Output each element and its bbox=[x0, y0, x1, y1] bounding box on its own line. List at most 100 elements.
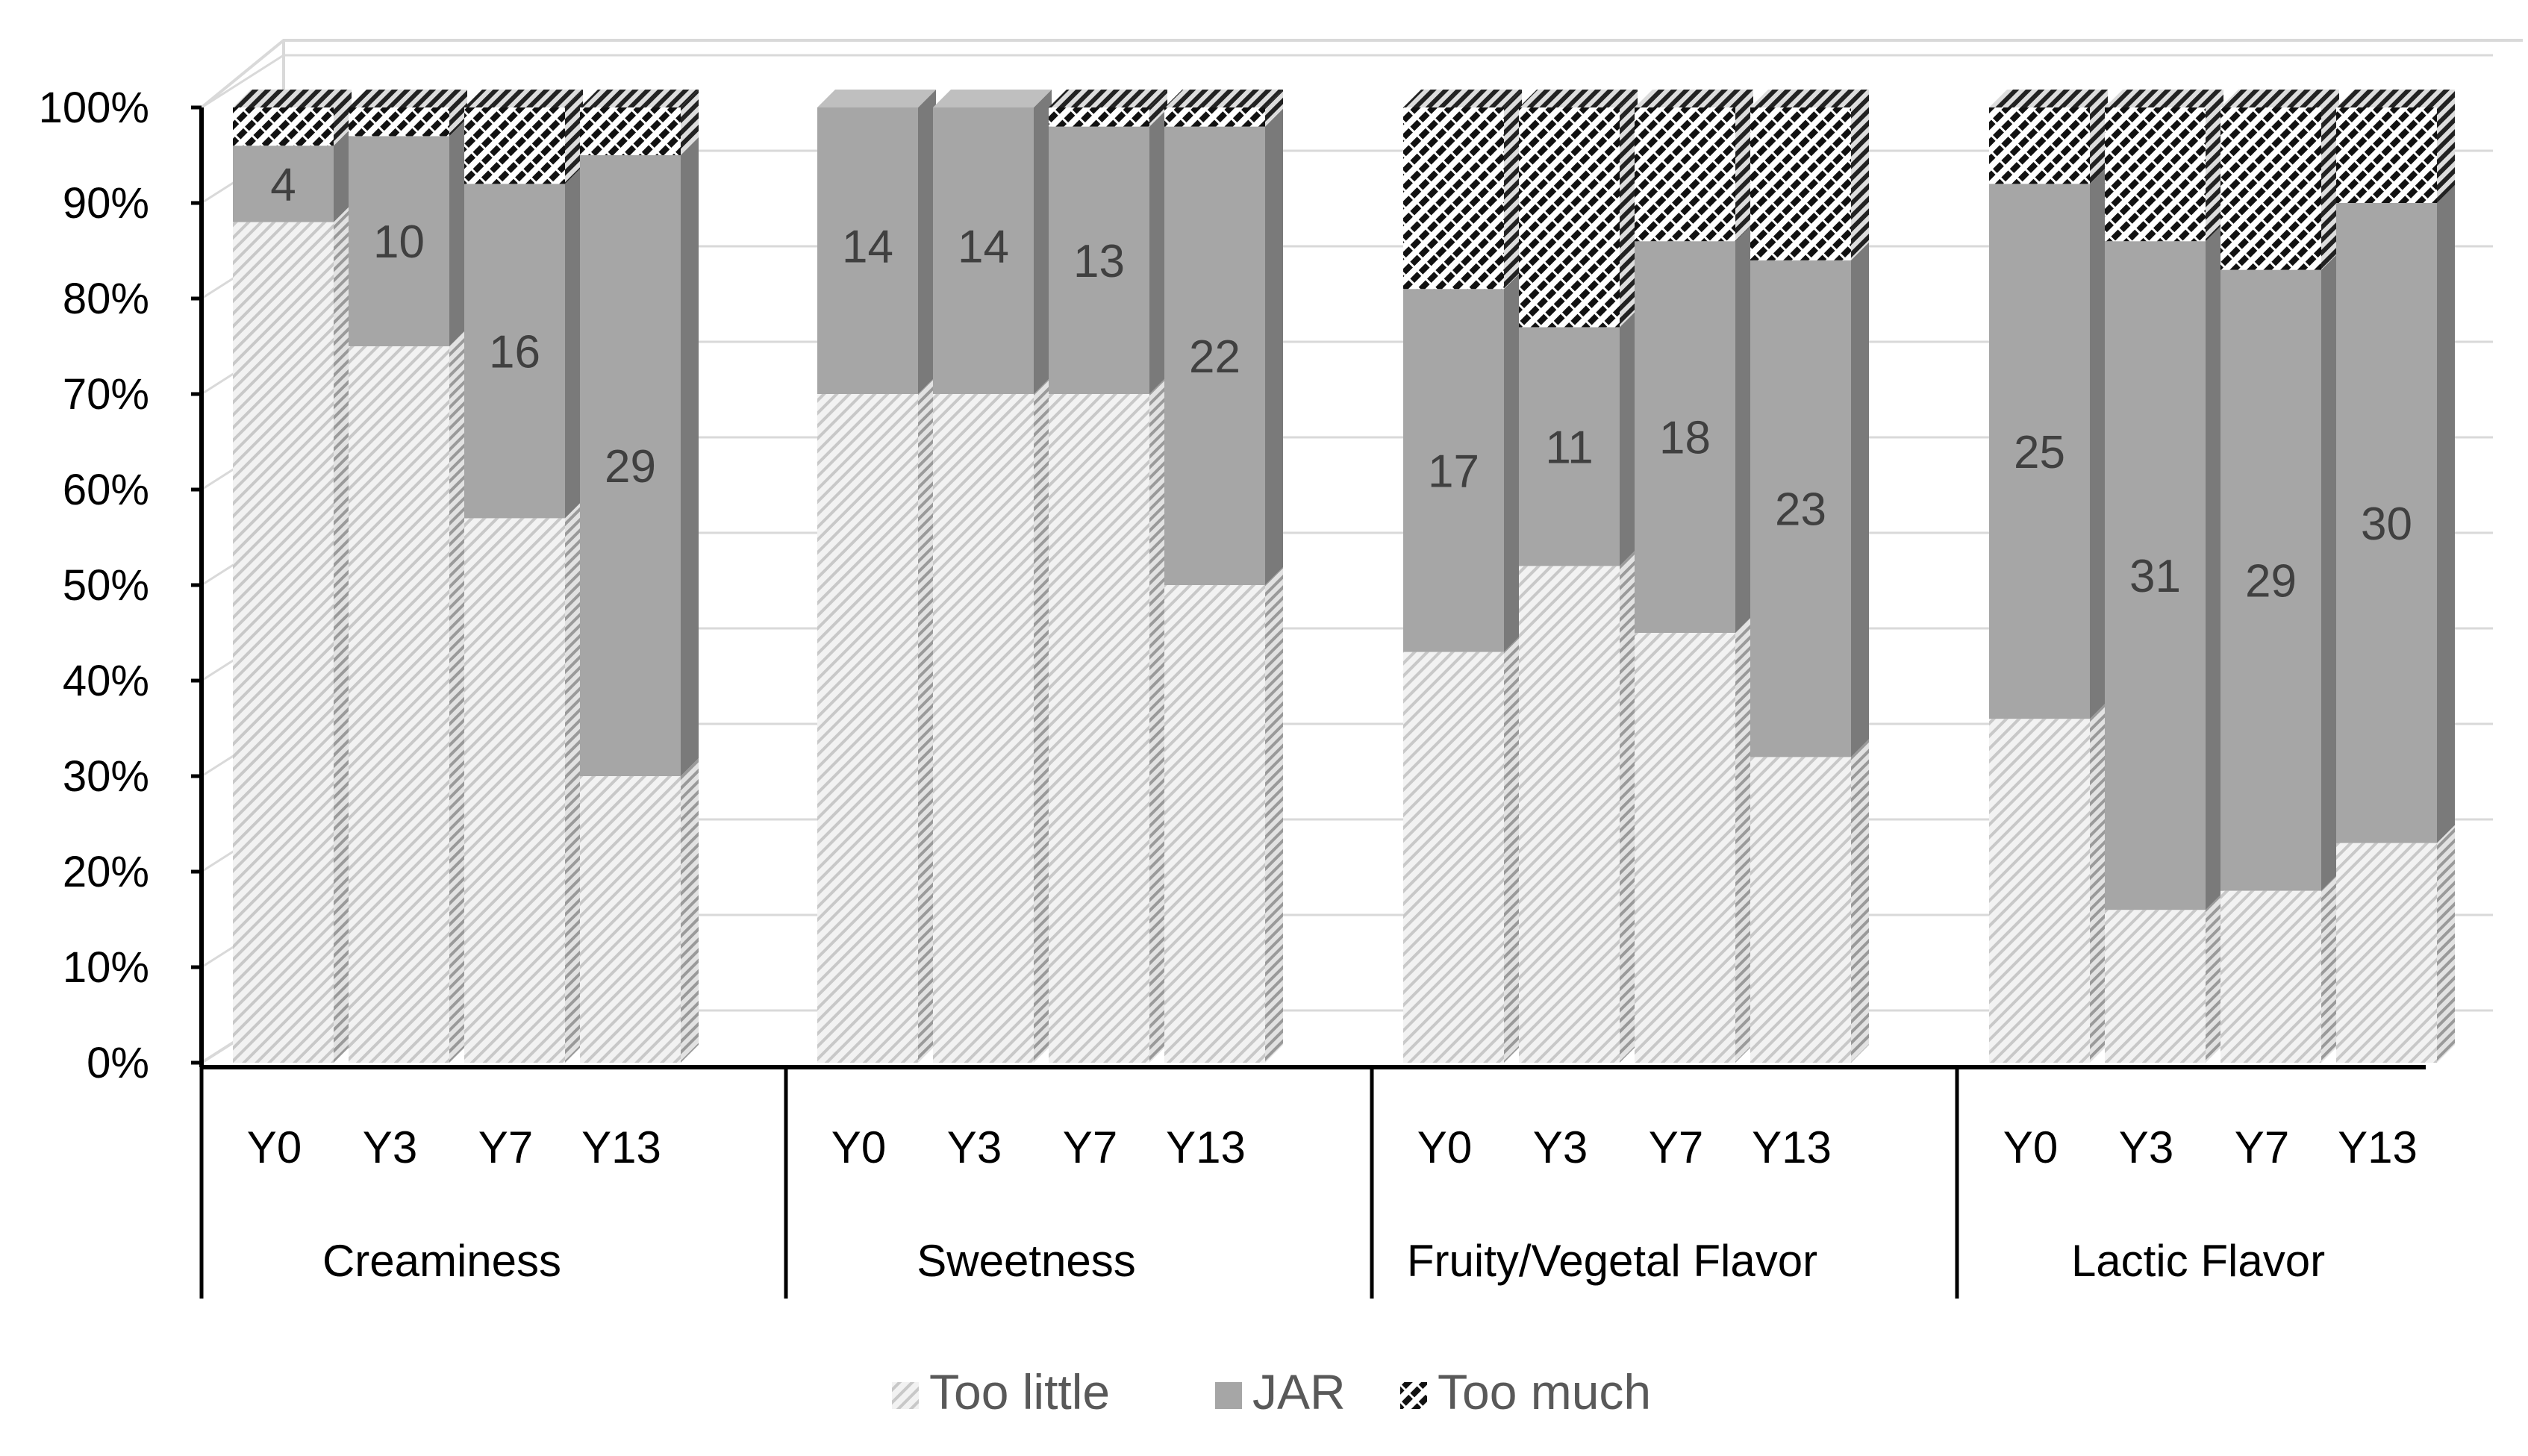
segment-side-too-little bbox=[1851, 739, 1869, 1063]
bar-lactic-flavor-y13 bbox=[2336, 90, 2455, 1063]
bar-top-cap bbox=[464, 90, 583, 107]
segment-too-little bbox=[1989, 719, 2090, 1063]
jar-data-label: 29 bbox=[605, 441, 656, 493]
segment-jar bbox=[1403, 289, 1504, 652]
bar-top-cap bbox=[2336, 90, 2455, 107]
y-tick-label: 60% bbox=[63, 466, 149, 514]
jar-data-label: 13 bbox=[1073, 236, 1125, 287]
segment-too-little bbox=[1519, 566, 1620, 1063]
segment-too-little bbox=[1635, 633, 1735, 1063]
segment-side-jar bbox=[565, 166, 583, 519]
segment-side-jar bbox=[449, 118, 467, 346]
jar-data-label: 25 bbox=[2014, 427, 2065, 478]
x-tick-label: Y3 bbox=[2119, 1122, 2173, 1172]
legend-label: JAR bbox=[1252, 1364, 1346, 1419]
segment-too-much bbox=[1635, 107, 1735, 242]
x-tick-label: Y3 bbox=[1533, 1122, 1588, 1172]
segment-jar bbox=[933, 107, 1034, 394]
legend-item-too-much: Too much bbox=[1400, 1364, 1651, 1419]
segment-too-little bbox=[2336, 843, 2437, 1063]
segment-side-too-little bbox=[1149, 376, 1167, 1063]
segment-side-too-much bbox=[1149, 90, 1167, 127]
legend: Too little JAR Too much bbox=[892, 1364, 1651, 1419]
segment-too-much bbox=[233, 107, 334, 146]
y-tick-label: 50% bbox=[63, 561, 149, 610]
y-tick-label: 100% bbox=[39, 84, 149, 132]
jar-data-label: 10 bbox=[373, 216, 425, 268]
bar-fruity-vegetal-flavor-y3 bbox=[1519, 90, 1638, 1063]
bar-fruity-vegetal-flavor-y0 bbox=[1403, 90, 1522, 1063]
bar-lactic-flavor-y0 bbox=[1989, 90, 2108, 1063]
segment-side-too-much bbox=[2206, 90, 2223, 242]
segment-side-jar bbox=[2090, 166, 2108, 719]
bar-top-cap bbox=[1519, 90, 1638, 107]
segment-too-little bbox=[1164, 585, 1265, 1063]
segment-side-too-little bbox=[1265, 567, 1283, 1063]
group-label: Fruity/Vegetal Flavor bbox=[1407, 1236, 1817, 1286]
segment-side-jar bbox=[2206, 223, 2223, 910]
segment-too-little bbox=[349, 346, 449, 1063]
segment-side-too-little bbox=[1620, 548, 1638, 1063]
jar-data-label: 17 bbox=[1428, 446, 1479, 497]
x-tick-label: Y7 bbox=[2235, 1122, 2289, 1172]
bar-top-cap bbox=[817, 90, 936, 107]
group-label: Creaminess bbox=[322, 1236, 561, 1286]
y-tick-label: 20% bbox=[63, 848, 149, 896]
segment-too-much bbox=[1750, 107, 1851, 260]
bar-sweetness-y0 bbox=[817, 90, 936, 1063]
segment-too-much bbox=[349, 107, 449, 137]
bar-creaminess-y7 bbox=[464, 90, 583, 1063]
legend-item-jar: JAR bbox=[1215, 1364, 1346, 1419]
segment-side-too-much bbox=[1735, 90, 1753, 242]
segment-too-much bbox=[1049, 107, 1149, 127]
bar-sweetness-y7 bbox=[1049, 90, 1167, 1063]
x-tick-label: Y3 bbox=[363, 1122, 417, 1172]
legend-item-too-little: Too little bbox=[892, 1364, 1110, 1419]
bar-lactic-flavor-y3 bbox=[2105, 90, 2223, 1063]
segment-side-too-little bbox=[2321, 872, 2339, 1063]
segment-too-little bbox=[233, 222, 334, 1063]
legend-swatch bbox=[892, 1382, 919, 1409]
bar-creaminess-y0 bbox=[233, 90, 352, 1063]
segment-side-too-much bbox=[1620, 90, 1638, 328]
segment-too-little bbox=[933, 394, 1034, 1063]
jar-data-label: 30 bbox=[2361, 499, 2412, 550]
group-label: Lactic Flavor bbox=[2071, 1236, 2325, 1286]
top-wall-edge bbox=[200, 39, 2523, 109]
segment-side-jar bbox=[1034, 90, 1052, 394]
segment-side-jar bbox=[918, 90, 936, 394]
x-tick-label: Y0 bbox=[831, 1122, 886, 1172]
segment-side-jar bbox=[1149, 108, 1167, 394]
segment-too-much bbox=[1403, 107, 1504, 290]
segment-side-jar bbox=[1851, 242, 1869, 757]
x-tick-label: Y13 bbox=[581, 1122, 661, 1172]
segment-jar bbox=[349, 136, 449, 346]
segment-jar bbox=[580, 155, 681, 776]
y-tick-label: 70% bbox=[63, 370, 149, 419]
segment-too-little bbox=[1750, 757, 1851, 1063]
x-tick-label: Y13 bbox=[2338, 1122, 2418, 1172]
x-tick-label: Y3 bbox=[947, 1122, 1002, 1172]
x-tick-label: Y13 bbox=[1752, 1122, 1832, 1172]
segment-too-much bbox=[2336, 107, 2437, 203]
segment-too-much bbox=[1519, 107, 1620, 328]
bar-top-cap bbox=[349, 90, 467, 107]
segment-jar bbox=[1519, 327, 1620, 566]
segment-too-little bbox=[1403, 652, 1504, 1063]
segment-side-too-much bbox=[2437, 90, 2455, 203]
segment-side-jar bbox=[1504, 271, 1522, 652]
bar-lactic-flavor-y7 bbox=[2220, 90, 2339, 1063]
segment-side-too-much bbox=[334, 90, 352, 146]
bar-creaminess-y13 bbox=[580, 90, 699, 1063]
bar-sweetness-y3 bbox=[933, 90, 1052, 1063]
x-tick-label: Y0 bbox=[1417, 1122, 1472, 1172]
bar-creaminess-y3 bbox=[349, 90, 467, 1063]
gridline-slant bbox=[201, 54, 284, 109]
legend-swatch bbox=[1400, 1382, 1427, 1409]
x-tick-label: Y7 bbox=[1063, 1122, 1117, 1172]
y-tick-label: 10% bbox=[63, 943, 149, 992]
segment-side-jar bbox=[1735, 223, 1753, 633]
segment-jar bbox=[2220, 269, 2321, 891]
jar-data-label: 14 bbox=[958, 222, 1009, 273]
bar-fruity-vegetal-flavor-y7 bbox=[1635, 90, 1753, 1063]
